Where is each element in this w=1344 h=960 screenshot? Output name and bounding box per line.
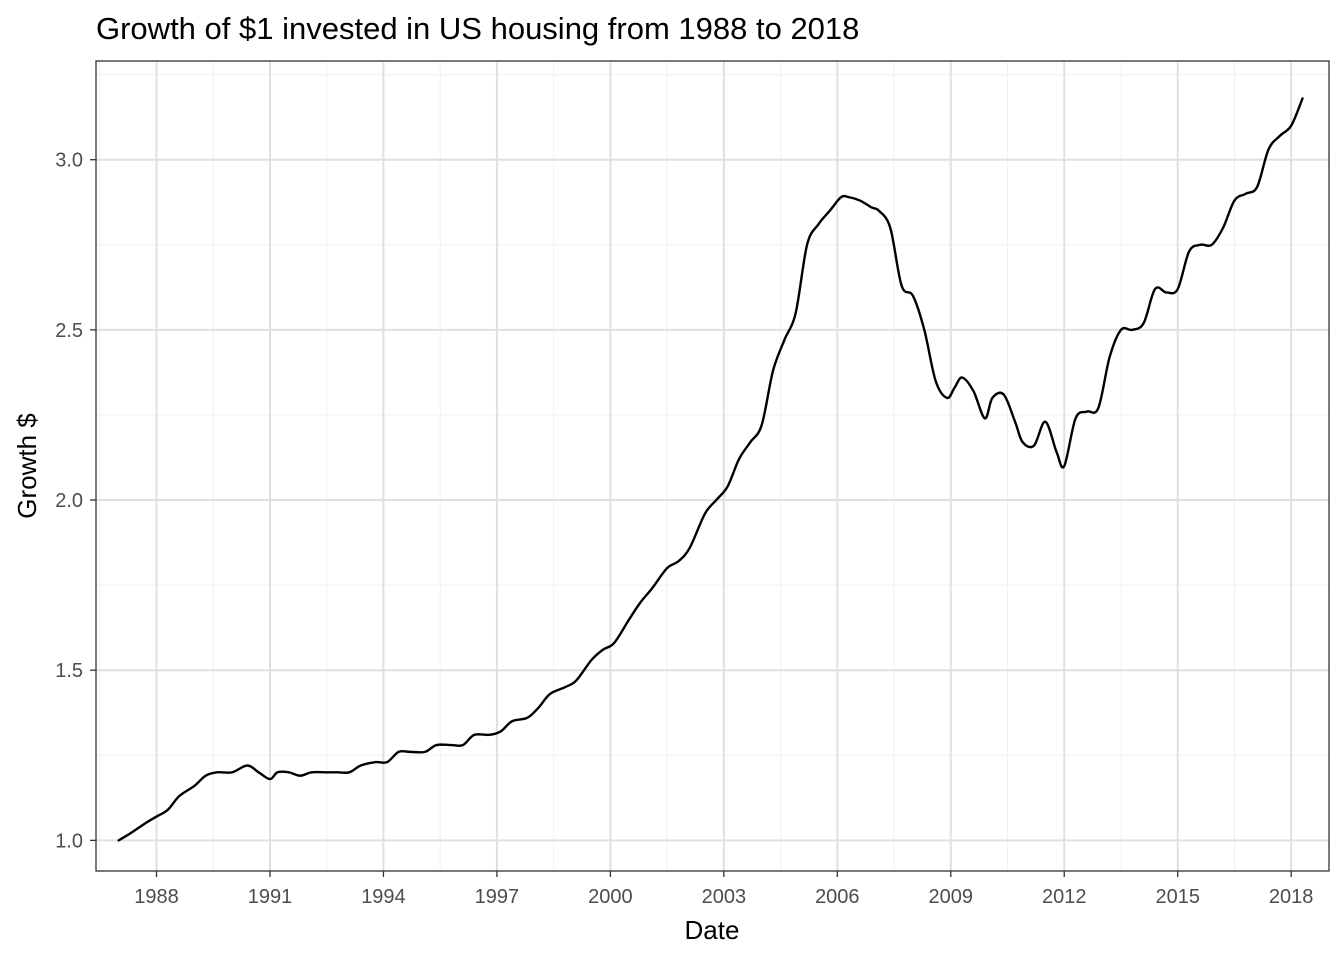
chart-title: Growth of $1 invested in US housing from…	[96, 11, 859, 46]
x-tick-label: 1991	[248, 886, 293, 908]
plot-panel	[96, 61, 1329, 871]
y-tick-label: 2.0	[55, 490, 83, 512]
x-axis: 1988 1991 1994 1997 2000 2003 2006 2009 2012 2015…	[134, 871, 1313, 908]
x-tick-label: 2000	[588, 886, 633, 908]
y-tick-label: 2.5	[55, 320, 83, 342]
y-tick-label: 3.0	[55, 150, 83, 172]
y-tick-label: 1.0	[55, 830, 83, 852]
y-tick-label: 1.5	[55, 660, 83, 682]
y-axis: 1.0 1.5 2.0 2.5 3.0	[55, 150, 96, 852]
x-tick-label: 2009	[929, 886, 974, 908]
x-tick-label: 1997	[475, 886, 520, 908]
panel-border	[95, 60, 1330, 872]
x-axis-title: Date	[685, 915, 740, 945]
x-tick-label: 2006	[815, 886, 860, 908]
x-tick-label: 1994	[361, 886, 406, 908]
x-tick-label: 2015	[1155, 886, 1200, 908]
x-tick-label: 2003	[702, 886, 747, 908]
x-tick-label: 2018	[1269, 886, 1314, 908]
y-axis-title: Growth $	[12, 413, 42, 519]
series-line	[117, 97, 1304, 842]
x-tick-label: 1988	[134, 886, 179, 908]
x-tick-label: 2012	[1042, 886, 1087, 908]
